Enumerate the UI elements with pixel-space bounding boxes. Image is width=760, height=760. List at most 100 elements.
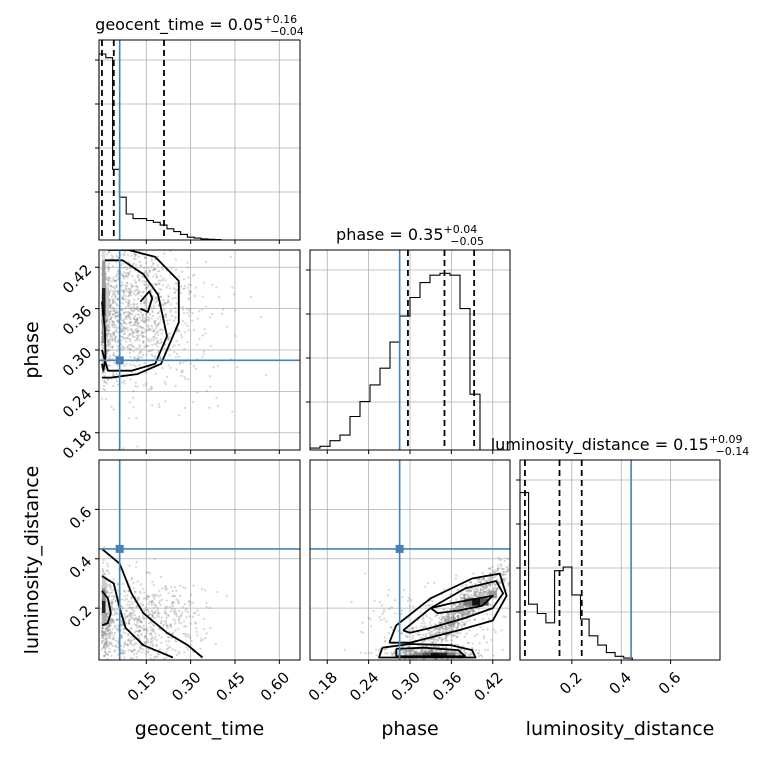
scatter-point: [474, 592, 477, 596]
scatter-point: [166, 647, 169, 651]
scatter-point: [452, 615, 455, 619]
scatter-point: [103, 650, 106, 653]
scatter-point: [158, 328, 161, 332]
scatter-point: [143, 266, 146, 270]
scatter-point: [133, 614, 136, 617]
scatter-point: [147, 614, 150, 617]
scatter-point: [145, 608, 148, 611]
scatter-point: [185, 616, 188, 619]
scatter-point: [383, 608, 386, 612]
scatter-point: [445, 614, 448, 617]
scatter-point: [108, 332, 111, 336]
scatter-point: [112, 310, 115, 313]
scatter-point: [127, 614, 130, 617]
scatter-point: [146, 609, 150, 612]
scatter-point: [178, 621, 181, 624]
scatter-point: [452, 607, 456, 611]
scatter-point: [486, 649, 490, 652]
scatter-point: [150, 317, 153, 320]
scatter-point: [446, 619, 449, 622]
scatter-point: [112, 313, 115, 316]
scatter-point: [110, 601, 113, 604]
scatter-point: [165, 622, 168, 625]
scatter-point: [108, 625, 111, 628]
scatter-point: [190, 639, 193, 642]
scatter-point: [407, 650, 411, 653]
scatter-point: [175, 339, 178, 343]
scatter-point: [133, 314, 137, 318]
scatter-point: [468, 612, 472, 615]
scatter-point: [134, 623, 138, 627]
scatter-point: [125, 337, 128, 340]
scatter-point: [483, 592, 486, 595]
scatter-point: [457, 652, 460, 655]
scatter-point: [181, 370, 184, 373]
scatter-point: [182, 287, 185, 291]
scatter-point: [114, 260, 118, 263]
scatter-point: [136, 286, 139, 289]
scatter-point: [482, 577, 485, 580]
scatter-point: [171, 297, 175, 300]
scatter-point: [173, 291, 176, 295]
scatter-point: [123, 641, 127, 644]
scatter-point: [134, 257, 137, 261]
scatter-point: [385, 647, 388, 651]
scatter-point: [146, 324, 149, 327]
scatter-point: [197, 613, 200, 617]
scatter-point: [121, 297, 124, 300]
scatter-point: [431, 650, 434, 653]
scatter-point: [130, 635, 133, 638]
scatter-point: [134, 365, 137, 368]
scatter-point: [183, 375, 186, 379]
scatter-point: [106, 278, 110, 281]
scatter-point: [172, 319, 175, 323]
scatter-point: [143, 346, 146, 349]
scatter-point: [487, 583, 491, 586]
scatter-point: [443, 624, 446, 628]
scatter-point: [145, 631, 148, 634]
scatter-point: [430, 604, 434, 607]
scatter-point: [129, 344, 132, 347]
scatter-point: [123, 293, 126, 296]
scatter-point: [446, 617, 450, 621]
scatter-point: [107, 625, 110, 628]
scatter-point: [114, 611, 118, 614]
scatter-point: [152, 583, 155, 587]
scatter-point: [479, 587, 482, 590]
scatter-point: [125, 363, 128, 366]
scatter-point: [156, 324, 160, 327]
scatter-point: [108, 326, 111, 329]
scatter-point: [129, 363, 132, 366]
scatter-point: [214, 642, 217, 645]
scatter-point: [150, 614, 154, 617]
scatter-point: [112, 351, 115, 354]
scatter-point: [158, 321, 161, 324]
scatter-point: [116, 340, 119, 343]
scatter-point: [133, 648, 136, 651]
scatter-point: [107, 328, 111, 332]
scatter-point: [164, 279, 167, 282]
scatter-point: [133, 609, 136, 613]
scatter-point: [183, 331, 187, 334]
scatter-point: [130, 290, 133, 294]
scatter-point: [495, 587, 498, 590]
scatter-point: [103, 642, 106, 645]
scatter-point: [156, 323, 159, 326]
scatter-point: [136, 336, 139, 340]
scatter-point: [116, 345, 119, 348]
scatter-point: [113, 613, 116, 617]
scatter-point: [123, 652, 126, 655]
scatter-point: [467, 589, 470, 592]
scatter-point: [102, 633, 105, 636]
scatter-point: [177, 355, 181, 358]
scatter-point: [161, 303, 164, 306]
scatter-point: [449, 593, 452, 596]
scatter-point: [133, 316, 136, 319]
scatter-point: [458, 603, 461, 606]
scatter-point: [135, 605, 138, 608]
scatter-point: [165, 656, 168, 659]
scatter-point: [516, 559, 518, 561]
scatter-point: [146, 329, 149, 332]
scatter-point: [195, 630, 198, 634]
